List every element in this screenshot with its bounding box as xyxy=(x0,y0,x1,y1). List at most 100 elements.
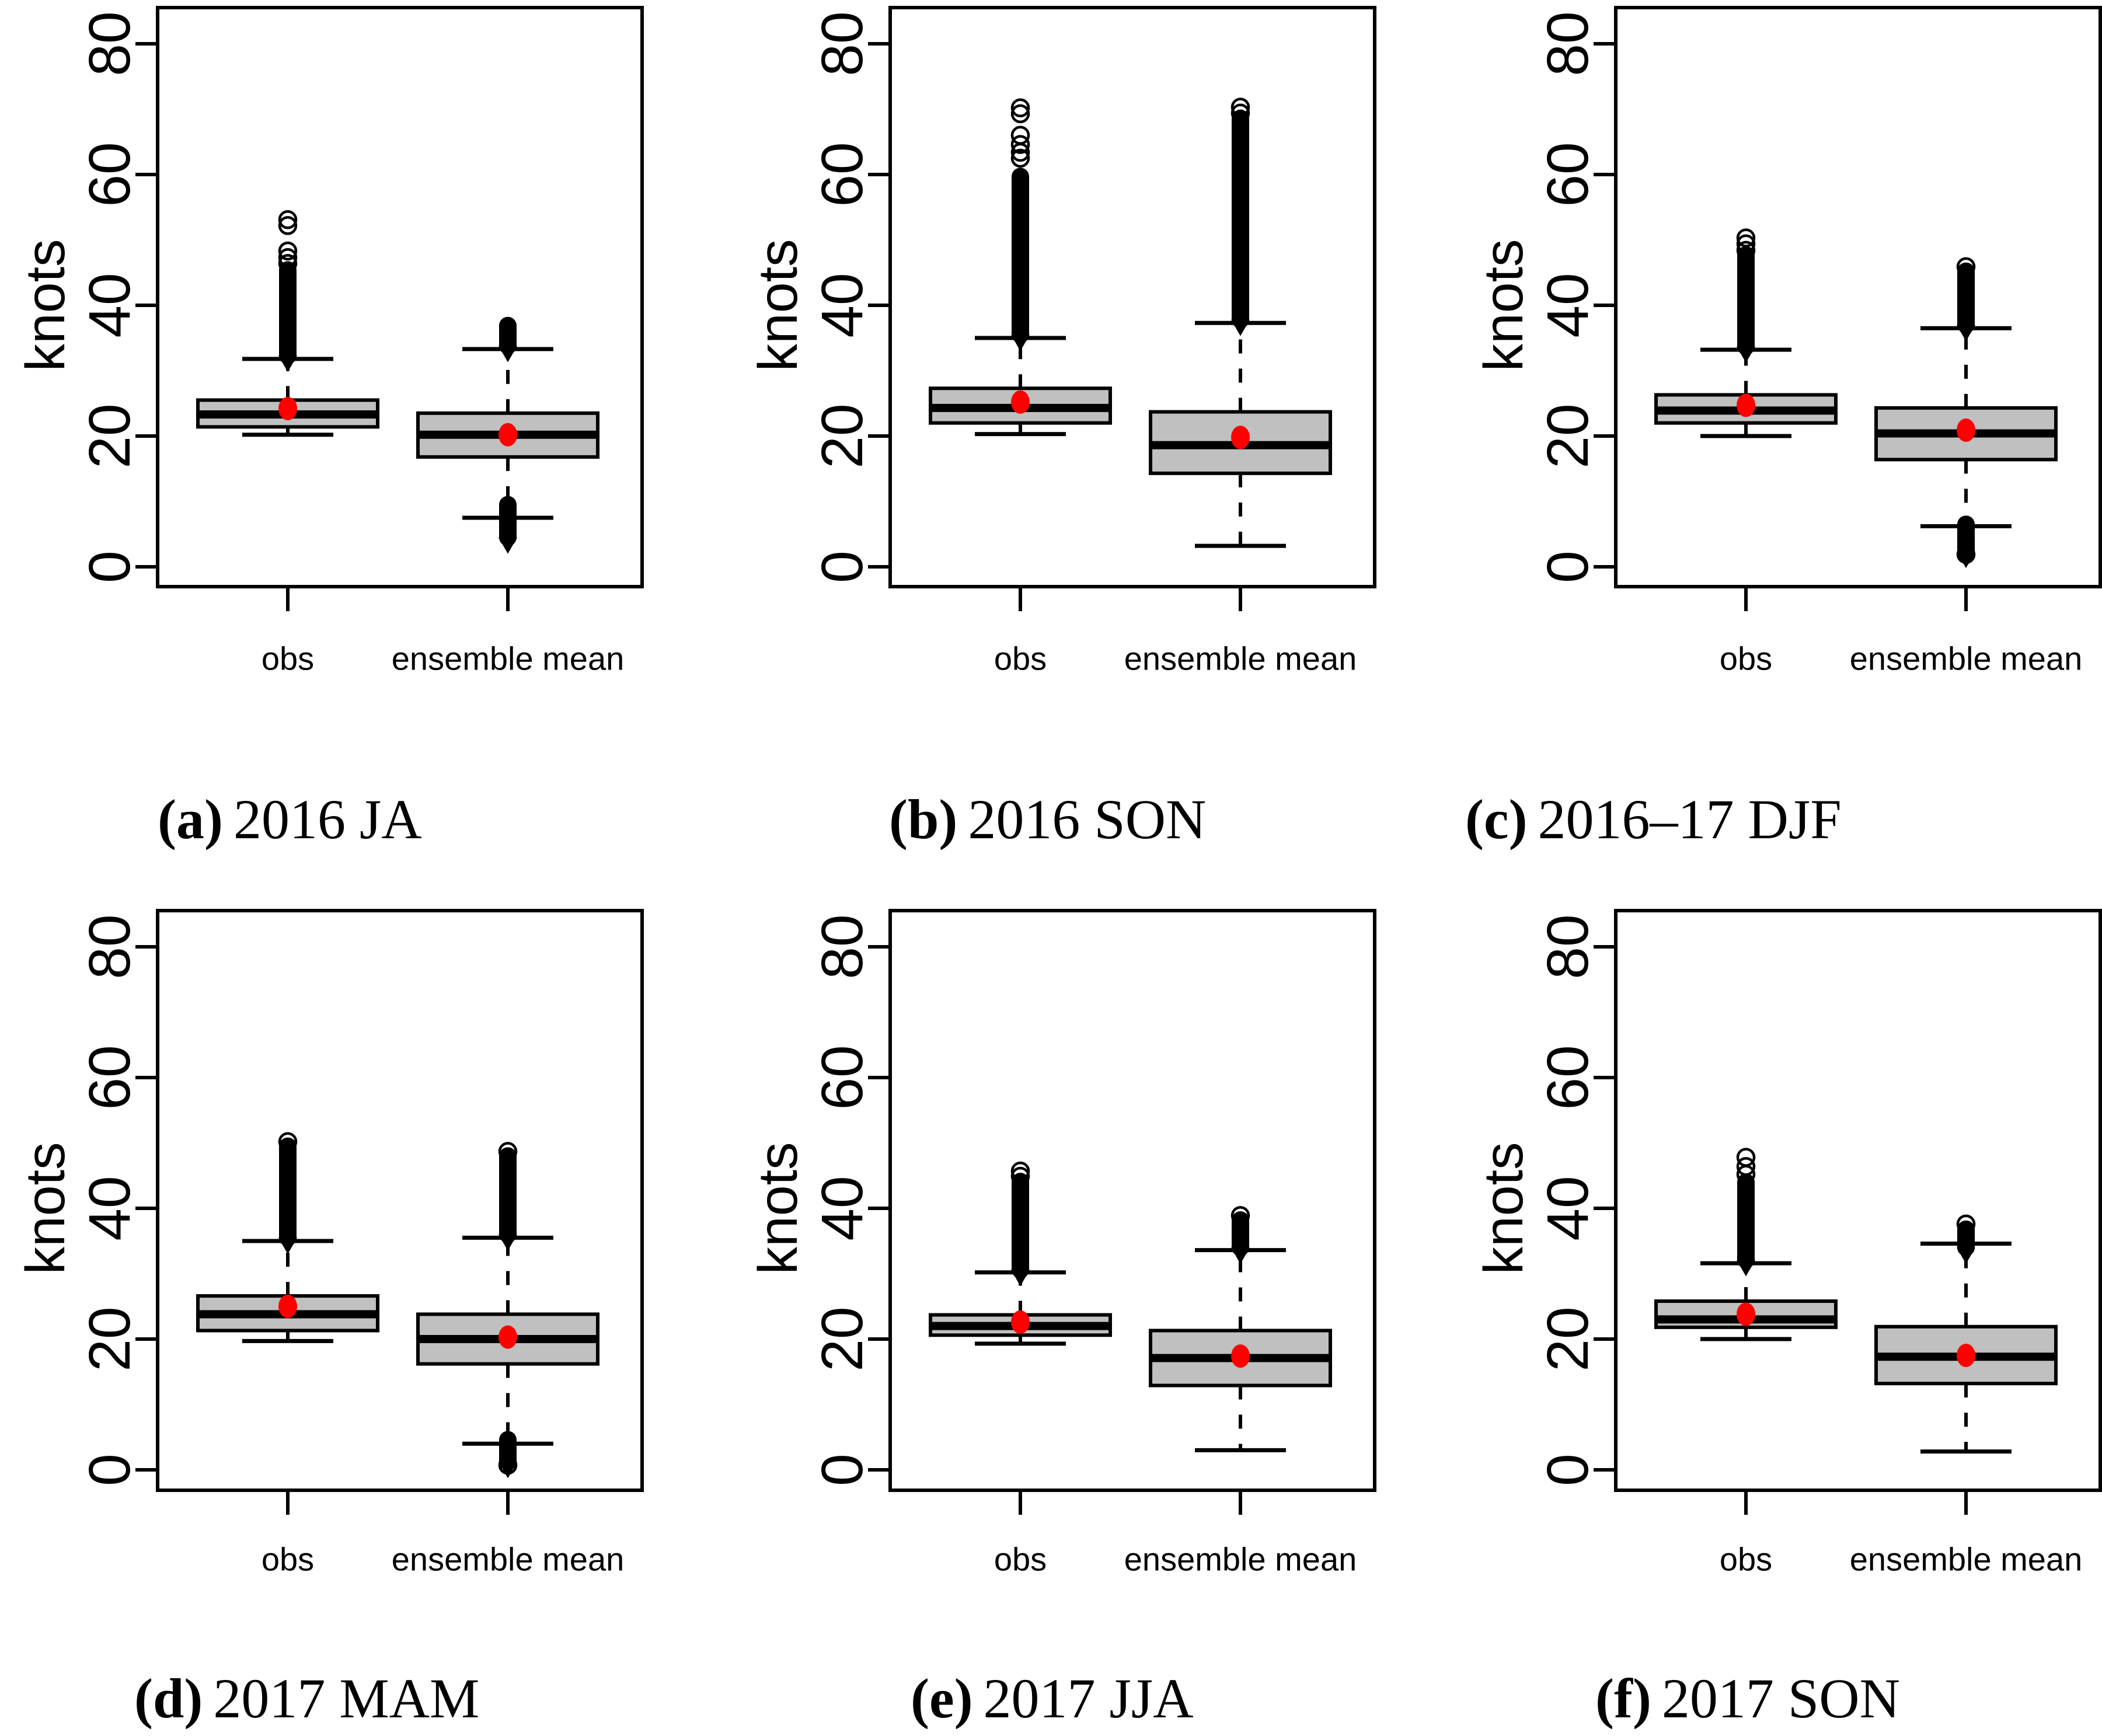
category-label: ensemble mean xyxy=(1124,1541,1357,1578)
mean-dot xyxy=(499,1325,517,1349)
y-tick-label: 40 xyxy=(77,273,142,337)
y-tick-label: 80 xyxy=(77,914,142,979)
outlier-column-tip xyxy=(1011,1270,1030,1287)
y-tick-label: 20 xyxy=(1535,403,1601,468)
outlier-column-tip xyxy=(499,346,517,362)
y-tick-label: 0 xyxy=(1535,550,1601,583)
y-tick-label: 0 xyxy=(77,1453,142,1486)
category-label: obs xyxy=(1720,1541,1772,1578)
outlier-circle xyxy=(1736,228,1756,247)
category-label: ensemble mean xyxy=(1850,640,2082,677)
y-tick-label: 40 xyxy=(77,1176,142,1240)
outlier-circle xyxy=(1736,1148,1756,1167)
caption-letter: (e) xyxy=(911,1667,973,1730)
outlier-circle xyxy=(1010,1161,1030,1181)
caption-letter: (d) xyxy=(134,1667,203,1730)
plot-border xyxy=(1614,909,2102,1492)
outlier-circle xyxy=(278,254,298,273)
panel-caption-c: (c) 2016–17 DJF xyxy=(1465,789,1842,850)
outlier-circle xyxy=(1736,1157,1756,1176)
y-axis-label: knots xyxy=(15,239,76,371)
y-tick-label: 20 xyxy=(1535,1306,1601,1371)
category-label: obs xyxy=(1720,640,1772,677)
mean-dot xyxy=(278,1295,297,1318)
outlier-circle xyxy=(1736,234,1756,253)
y-tick-label: 40 xyxy=(810,273,875,337)
category-label: obs xyxy=(262,1541,314,1578)
outlier-circle xyxy=(1010,126,1030,145)
y-axis-label: knots xyxy=(1473,1142,1535,1274)
caption-title: 2017 SON xyxy=(1661,1667,1900,1730)
y-tick-label: 80 xyxy=(1535,914,1601,979)
y-tick-label: 40 xyxy=(1535,1176,1601,1240)
outlier-column-tip xyxy=(1011,334,1030,351)
y-tick-label: 60 xyxy=(1535,142,1601,207)
outlier-circle xyxy=(498,1455,518,1475)
outlier-column-tip xyxy=(1737,1260,1755,1277)
outlier-circle xyxy=(1230,97,1250,117)
caption-title: 2016–17 DJF xyxy=(1538,788,1842,850)
category-label: ensemble mean xyxy=(1124,640,1357,677)
y-tick-label: 0 xyxy=(810,1453,875,1486)
outlier-column-tip xyxy=(278,355,297,372)
outlier-circle xyxy=(1010,135,1030,154)
category-label: ensemble mean xyxy=(392,640,624,677)
panel-b: 0 20 40 60 80 knots obs ensemble mean xyxy=(747,6,1376,677)
outlier-column-tip xyxy=(1957,1247,1975,1264)
outlier-circle xyxy=(498,1142,518,1161)
plot-border xyxy=(156,909,644,1492)
outlier-circle xyxy=(1010,1166,1030,1186)
outlier-circle xyxy=(278,247,298,267)
y-tick-label: 40 xyxy=(1535,273,1601,337)
outlier-column-tip xyxy=(1957,552,1975,569)
y-axis-label: knots xyxy=(747,1142,809,1274)
panel-caption-d: (d) 2017 MAM xyxy=(134,1668,479,1729)
y-tick-label: 80 xyxy=(810,914,875,979)
outlier-circle xyxy=(1230,103,1250,123)
y-tick-label: 60 xyxy=(810,142,875,207)
y-tick-label: 0 xyxy=(1535,1453,1601,1486)
outlier-circle xyxy=(1956,545,1976,564)
outlier-column-tip xyxy=(278,1237,297,1254)
mean-dot xyxy=(1737,393,1755,417)
y-axis-label: knots xyxy=(1473,239,1535,371)
outlier-circle xyxy=(1736,240,1756,260)
y-tick-label: 80 xyxy=(1535,11,1601,76)
plot-border xyxy=(156,6,644,588)
outlier-circle xyxy=(1010,148,1030,168)
outlier-column-tip xyxy=(1231,1247,1250,1264)
y-tick-label: 20 xyxy=(77,403,142,468)
category-label: obs xyxy=(262,640,314,677)
outlier-circle xyxy=(1956,1214,1976,1234)
outlier-circle xyxy=(278,216,298,235)
y-tick-label: 80 xyxy=(77,11,142,76)
panel-e: 0 20 40 60 80 knots obs ensemble mean xyxy=(747,909,1376,1578)
outlier-column-tip xyxy=(499,1462,517,1479)
outlier-circle xyxy=(1230,1206,1250,1225)
caption-letter: (f) xyxy=(1595,1667,1651,1730)
outlier-column-tip xyxy=(499,1234,517,1251)
plot-border xyxy=(888,909,1376,1492)
mean-dot xyxy=(278,396,297,420)
outlier-circle xyxy=(1010,98,1030,118)
outlier-column-tip xyxy=(499,537,517,554)
y-tick-label: 20 xyxy=(810,1306,875,1371)
panel-c: 0 20 40 60 80 knots obs ensemble mean xyxy=(1473,6,2102,677)
panel-caption-f: (f) 2017 SON xyxy=(1595,1668,1900,1729)
category-label: ensemble mean xyxy=(1850,1541,2082,1578)
caption-letter: (c) xyxy=(1465,788,1528,850)
mean-dot xyxy=(1231,1344,1250,1368)
outlier-column-tip xyxy=(1231,319,1250,336)
category-label: obs xyxy=(994,1541,1047,1578)
mean-dot xyxy=(1011,390,1030,414)
outlier-circle xyxy=(1956,257,1976,277)
caption-title: 2017 JJA xyxy=(983,1667,1194,1730)
y-axis-label: knots xyxy=(15,1142,76,1274)
outlier-circle xyxy=(1010,104,1030,124)
outlier-circle xyxy=(278,1132,298,1152)
plot-border xyxy=(1614,6,2102,588)
mean-dot xyxy=(1737,1302,1755,1326)
caption-title: 2017 MAM xyxy=(213,1667,480,1730)
